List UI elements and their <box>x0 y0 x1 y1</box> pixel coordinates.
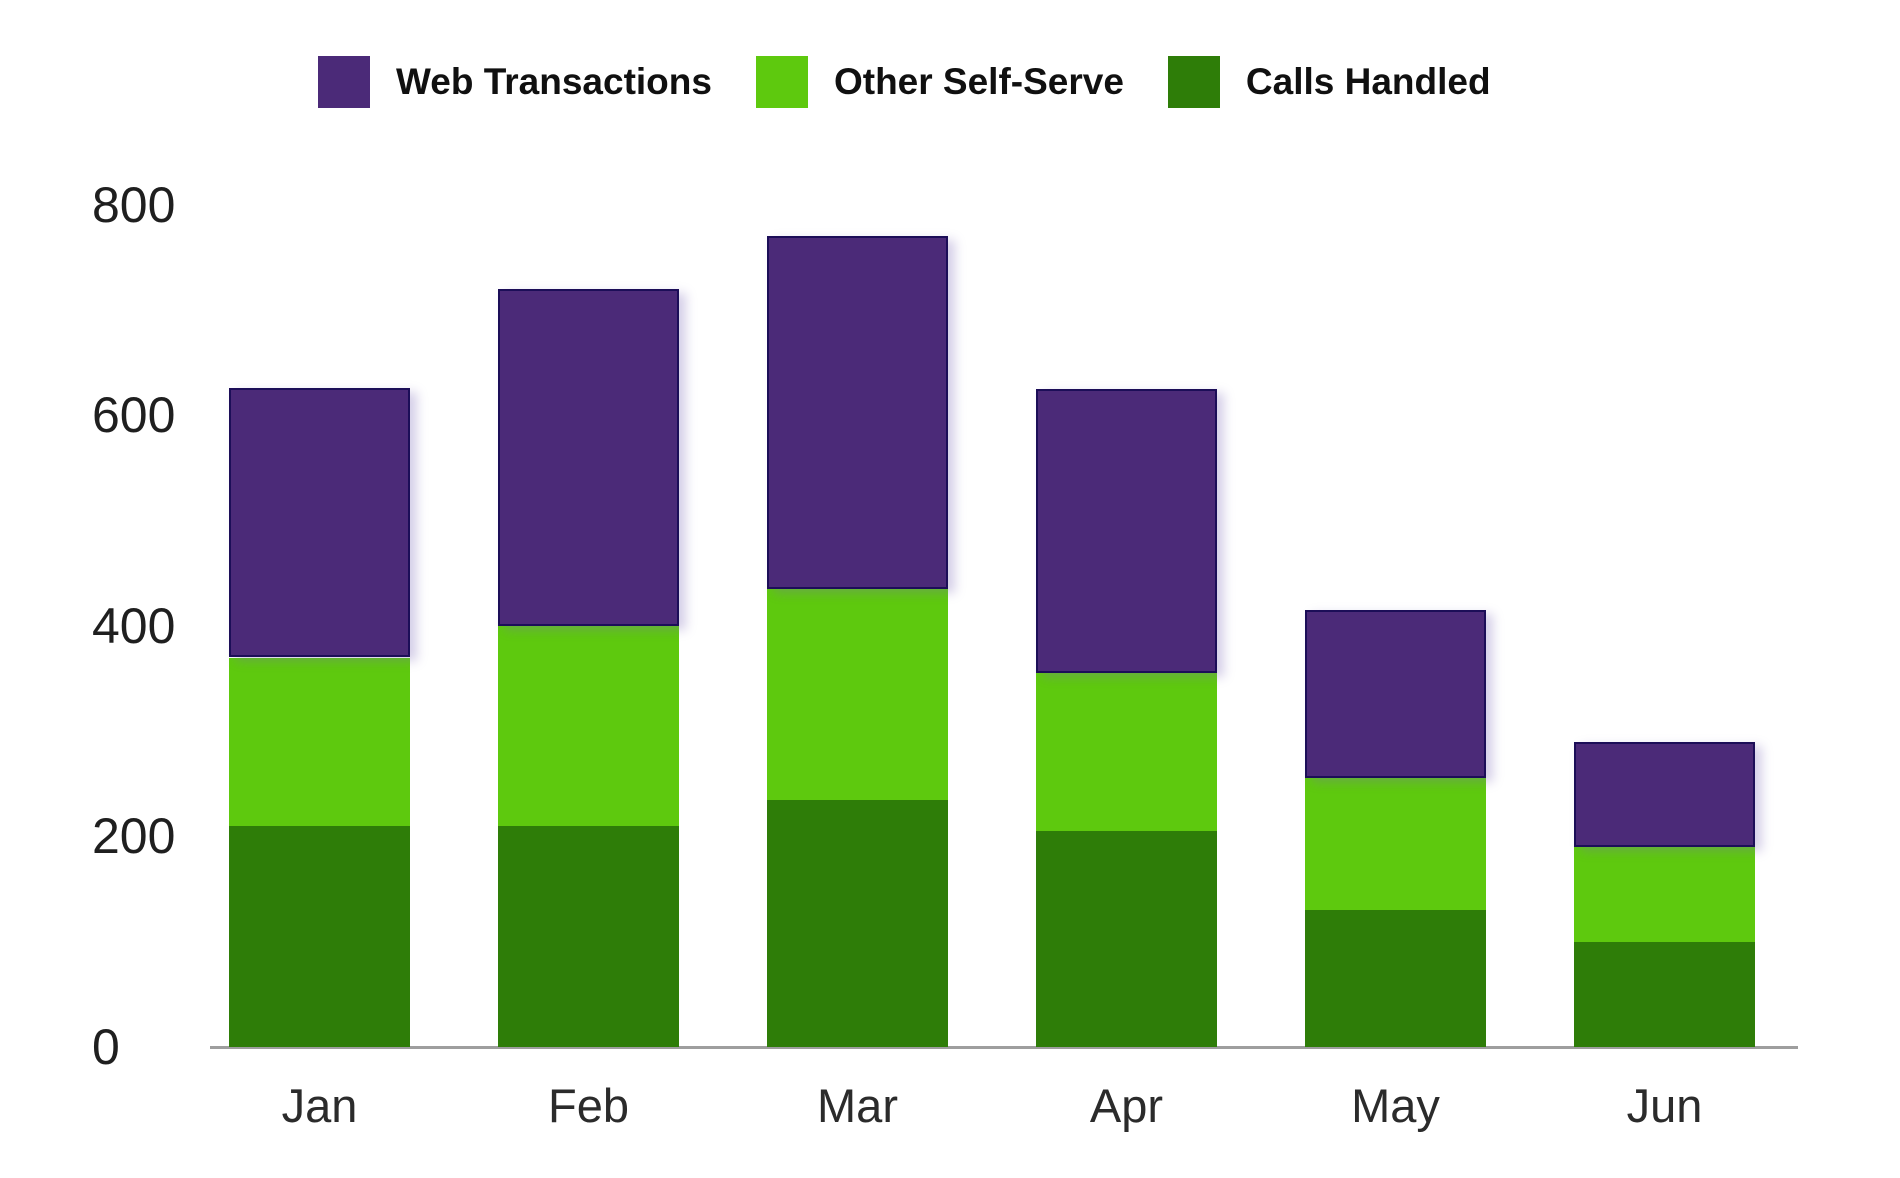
bar-may-segment-calls-handled <box>1305 910 1486 1047</box>
bar-apr-segment-web-transactions <box>1036 389 1217 673</box>
y-tick-label-600: 600 <box>92 387 176 444</box>
x-tick-label-feb: Feb <box>548 1079 629 1132</box>
bar-jan-segment-other-self-serve <box>229 658 410 826</box>
bar-apr <box>1036 147 1217 1047</box>
plot-area <box>210 147 1800 1049</box>
bar-feb-segment-web-transactions <box>498 289 679 626</box>
legend-swatch-icon <box>755 56 808 108</box>
legend-item-other-self-serve: Other Self-Serve <box>755 56 1124 108</box>
x-tick-label-mar: Mar <box>817 1079 898 1132</box>
bar-jun-segment-calls-handled <box>1574 942 1755 1047</box>
legend-swatch-icon <box>318 56 370 108</box>
legend-swatch-icon <box>1167 56 1220 108</box>
bar-apr-segment-other-self-serve <box>1036 673 1217 831</box>
bar-jun-segment-other-self-serve <box>1574 847 1755 942</box>
x-tick-label-may: May <box>1351 1079 1440 1132</box>
legend-label: Other Self-Serve <box>833 61 1124 102</box>
x-axis-line <box>210 1046 1798 1049</box>
bar-mar-segment-other-self-serve <box>767 589 948 800</box>
bar-mar <box>767 147 948 1047</box>
bar-may <box>1305 147 1486 1047</box>
x-tick-label-jan: Jan <box>281 1079 358 1132</box>
y-tick-label-0: 0 <box>92 1019 120 1075</box>
bar-jan-segment-web-transactions <box>229 388 410 657</box>
bar-feb-segment-calls-handled <box>498 826 679 1047</box>
y-tick-label-200: 200 <box>92 808 176 865</box>
bar-jan-segment-calls-handled <box>229 826 410 1047</box>
bar-feb-segment-other-self-serve <box>498 626 679 826</box>
bar-jun <box>1574 147 1755 1047</box>
legend-item-calls-handled: Calls Handled <box>1167 56 1491 108</box>
y-tick-label-800: 800 <box>92 176 176 233</box>
bar-mar-segment-web-transactions <box>767 236 948 589</box>
bar-mar-segment-calls-handled <box>767 800 948 1047</box>
chart-legend: Web Transactions Other Self-Serve Calls Ha… <box>318 56 1491 108</box>
x-tick-label-apr: Apr <box>1089 1079 1164 1132</box>
bar-jan <box>229 147 410 1047</box>
legend-label: Web Transactions <box>396 61 712 102</box>
x-tick-label-jun: Jun <box>1626 1079 1703 1132</box>
bar-may-segment-web-transactions <box>1305 610 1486 778</box>
bar-feb <box>498 147 679 1047</box>
bar-may-segment-other-self-serve <box>1305 778 1486 910</box>
legend-item-web-transactions: Web Transactions <box>318 56 712 108</box>
legend-label: Calls Handled <box>1245 61 1491 102</box>
bar-jun-segment-web-transactions <box>1574 742 1755 847</box>
bar-apr-segment-calls-handled <box>1036 831 1217 1047</box>
y-tick-label-400: 400 <box>92 597 176 654</box>
